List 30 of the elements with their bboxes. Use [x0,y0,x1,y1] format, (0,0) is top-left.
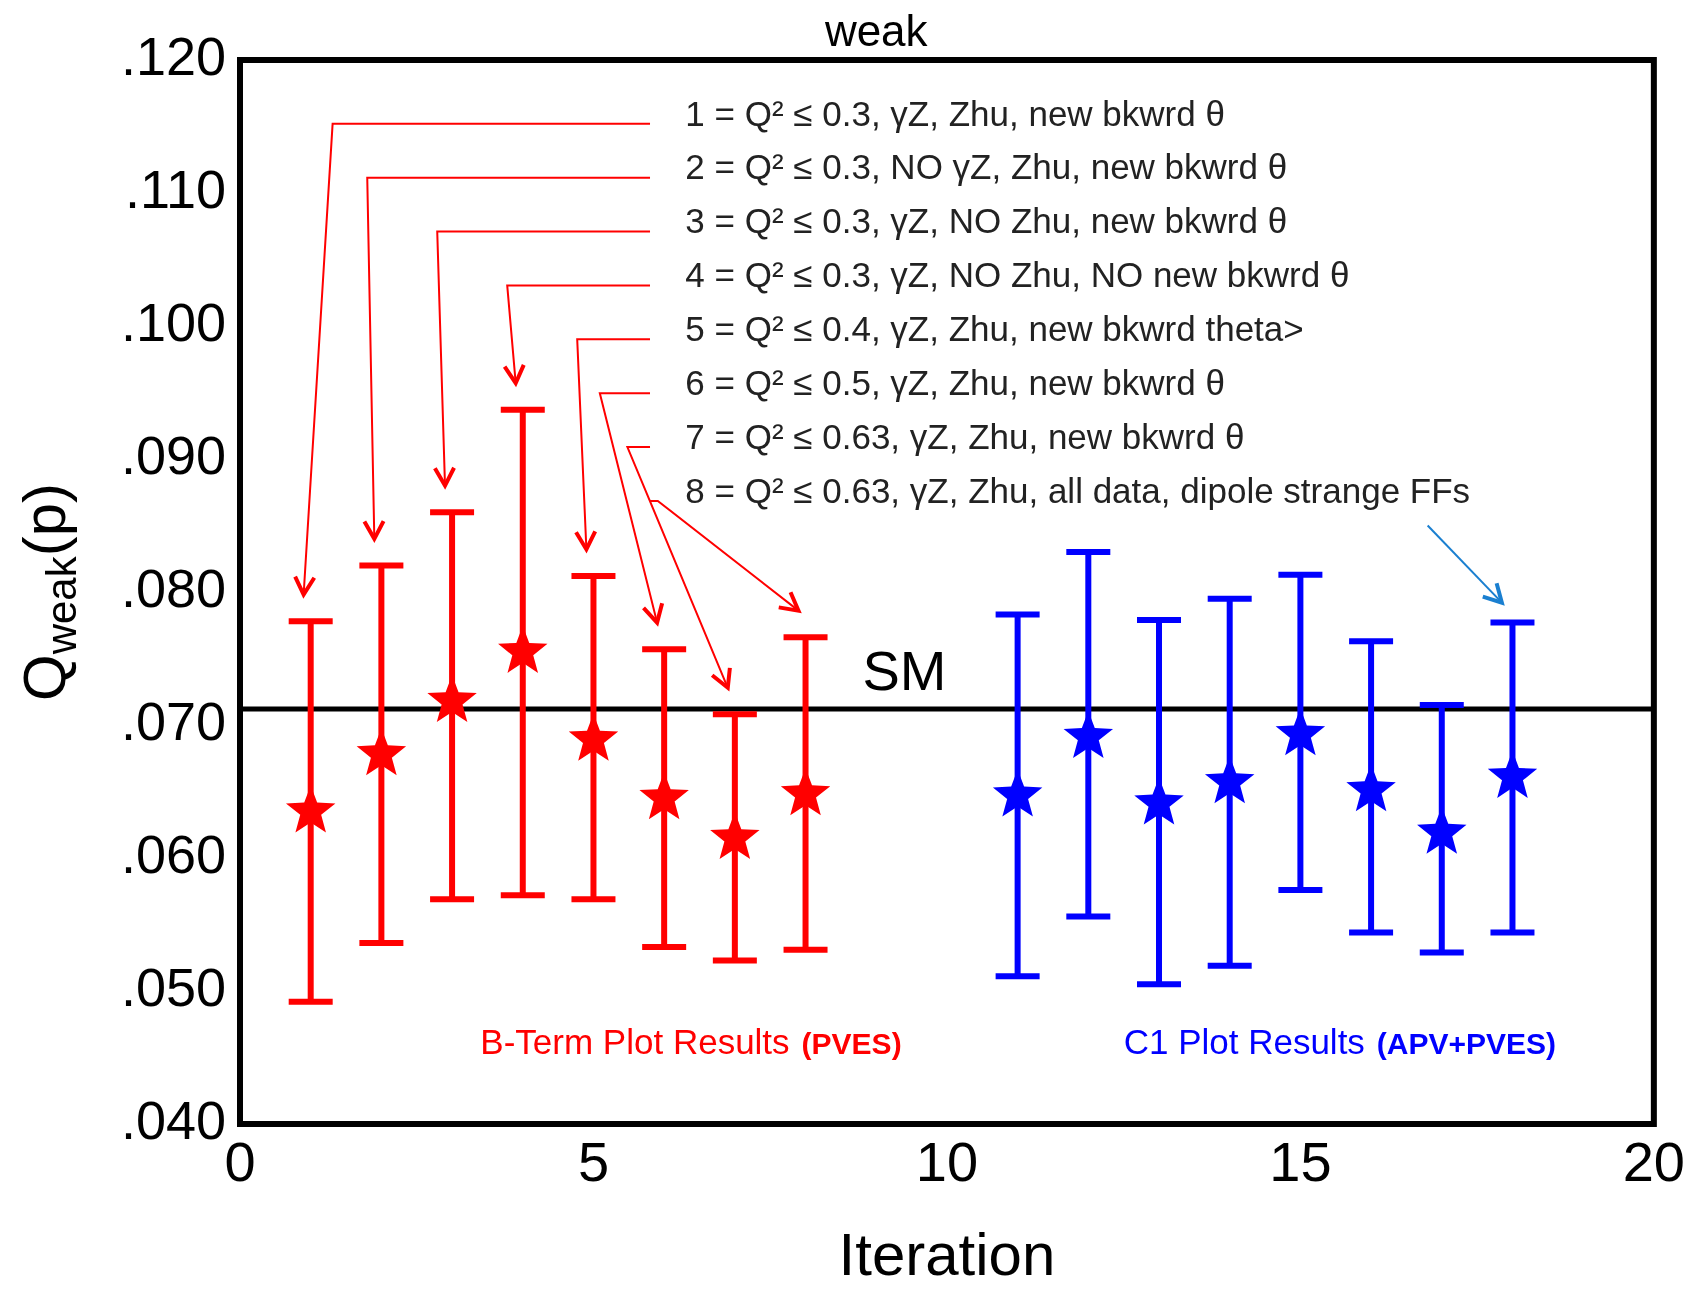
text: C1 Plot Results [1123,1021,1365,1061]
annotation: 5 = Q² ≤ 0.4, γZ, Zhu, new bkwrd theta> [685,308,1304,348]
annotation: 6 = Q² ≤ 0.5, γZ, Zhu, new bkwrd θ [685,362,1225,402]
y-tick-label: .060 [120,823,226,884]
x-tick-label: 0 [224,1130,256,1194]
annotation: 4 = Q² ≤ 0.3, γZ, NO Zhu, NO new bkwrd θ [685,255,1350,295]
annotation: 7 = Q² ≤ 0.63, γZ, Zhu, new bkwrd θ [685,416,1245,456]
y-axis-title: Qweak(p) [10,482,85,702]
y-tick-label: .080 [120,557,226,618]
text: B-Term Plot Results [480,1021,790,1061]
annotation: 8 = Q² ≤ 0.63, γZ, Zhu, all data, dipole strange FFs [685,470,1471,510]
x-tick-label: 5 [577,1130,610,1194]
ref-line-label: SM [862,639,947,703]
y-tick-label: .050 [120,956,226,1017]
annotation: 3 = Q² ≤ 0.3, γZ, NO Zhu, new bkwrd θ [685,201,1288,241]
y-tick-label: .120 [120,25,226,86]
annotation: (APV+PVES) [1376,1027,1557,1061]
y-tick-label: .070 [120,690,226,751]
x-tick-label: 10 [915,1130,979,1194]
annotation: 1 = Q² ≤ 0.3, γZ, Zhu, new bkwrd θ [685,93,1225,133]
x-tick-label: 20 [1622,1130,1685,1194]
x-tick-label: 15 [1269,1130,1332,1194]
annotation: 2 = Q² ≤ 0.3, NO γZ, Zhu, new bkwrd θ [685,147,1288,187]
y-tick-label: .110 [124,158,226,219]
y-tick-label: .100 [120,291,226,352]
chart-title: weak [823,6,929,56]
y-tick-label: .040 [120,1089,226,1150]
x-axis-title: Iteration [838,1220,1056,1288]
y-tick-label: .090 [120,424,226,485]
annotation: (PVES) [801,1027,902,1061]
